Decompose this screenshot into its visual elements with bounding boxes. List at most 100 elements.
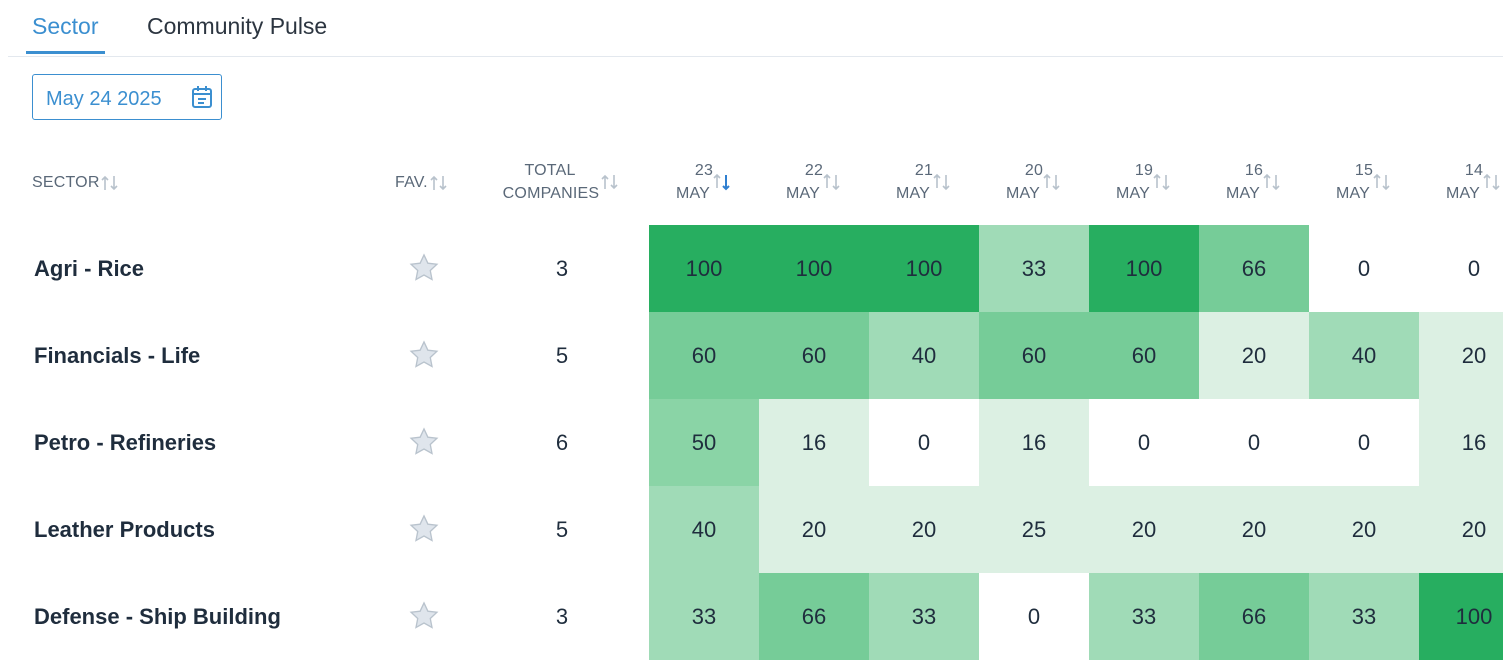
sort-descending-icon[interactable] [712,172,732,194]
column-header-sector-label: SECTOR [32,174,100,191]
heatmap-cell[interactable]: 33 [979,225,1089,312]
calendar-icon [192,86,212,108]
sort-icon[interactable] [599,173,621,191]
table-row[interactable]: Leather Products 5 40 20 20 25 20 20 20 20 [0,486,1503,573]
heatmap-cell[interactable]: 60 [1089,312,1199,399]
heatmap-cell[interactable]: 66 [1199,573,1309,660]
sector-name[interactable]: Financials - Life [34,343,201,368]
column-header-date[interactable]: 15 MAY [1309,159,1419,205]
heatmap-cell[interactable]: 60 [759,312,869,399]
heatmap-cell[interactable]: 0 [979,573,1089,660]
column-header-month: MAY [1335,185,1371,202]
heatmap-cell[interactable]: 20 [869,486,979,573]
favorite-star-icon[interactable] [408,339,440,371]
heatmap-cell[interactable]: 0 [1089,399,1199,486]
column-header-date[interactable]: 21 MAY [869,159,979,205]
column-header-total-line2: COMPANIES [502,185,600,202]
heatmap-cell[interactable]: 33 [869,573,979,660]
column-header-sector[interactable]: SECTOR [32,171,120,194]
heatmap-cell[interactable]: 25 [979,486,1089,573]
sort-icon[interactable] [1372,172,1392,194]
sector-name[interactable]: Petro - Refineries [34,430,217,455]
heatmap-cell[interactable]: 66 [1199,225,1309,312]
date-value: May 24 2025 [46,88,162,110]
heatmap-cell[interactable]: 16 [759,399,869,486]
tab-sector[interactable]: Sector [32,13,99,39]
column-header-day: 23 [694,162,714,179]
favorite-star-icon[interactable] [408,600,440,632]
column-header-date[interactable]: 14 MAY [1419,159,1503,205]
heatmap-cell[interactable]: 20 [1419,486,1503,573]
total-companies-value: 5 [555,343,569,368]
column-header-day: 19 [1134,162,1154,179]
sector-name[interactable]: Leather Products [34,517,215,542]
column-header-month: MAY [1005,185,1041,202]
heatmap-cell[interactable]: 100 [649,225,759,312]
column-header-day: 16 [1244,162,1264,179]
heatmap-cell[interactable]: 20 [759,486,869,573]
total-companies-value: 3 [555,604,569,629]
heatmap-cell[interactable]: 40 [1309,312,1419,399]
heatmap-cell[interactable]: 0 [1419,225,1503,312]
heatmap-cell[interactable]: 0 [1199,399,1309,486]
date-picker[interactable]: May 24 2025 [32,74,222,120]
sort-icon[interactable] [100,174,120,192]
heatmap-cell[interactable]: 0 [869,399,979,486]
heatmap-cell[interactable]: 40 [649,486,759,573]
table-row[interactable]: Petro - Refineries 6 50 16 0 16 0 0 0 16 [0,399,1503,486]
heatmap-cell[interactable]: 16 [1419,399,1503,486]
sort-icon[interactable] [1262,172,1282,194]
heatmap-cell[interactable]: 100 [869,225,979,312]
heatmap-cell[interactable]: 20 [1089,486,1199,573]
table-row[interactable]: Defense - Ship Building 3 33 66 33 0 33 66 33 100 [0,573,1503,660]
heatmap-cell[interactable]: 100 [759,225,869,312]
column-header-month: MAY [1445,185,1481,202]
heatmap-cell[interactable]: 60 [979,312,1089,399]
column-header-day: 22 [804,162,824,179]
heatmap-cell[interactable]: 0 [1309,399,1419,486]
sort-icon[interactable] [1042,172,1062,194]
heatmap-cell[interactable]: 20 [1199,486,1309,573]
sort-icon[interactable] [1152,172,1172,194]
heatmap-cell[interactable]: 60 [649,312,759,399]
heatmap-cell[interactable]: 50 [649,399,759,486]
sort-icon[interactable] [1482,172,1502,194]
heatmap-cell[interactable]: 100 [1419,573,1503,660]
heatmap-cell[interactable]: 33 [1309,573,1419,660]
column-header-date[interactable]: 23 MAY [649,159,759,205]
favorite-star-icon[interactable] [408,513,440,545]
table-row[interactable]: Agri - Rice 3 100 100 100 33 100 66 0 0 [0,225,1503,312]
column-header-total-companies[interactable]: TOTAL COMPANIES [492,159,632,205]
heatmap-cell[interactable]: 33 [649,573,759,660]
sort-icon[interactable] [428,174,450,192]
heatmap-cell[interactable]: 20 [1199,312,1309,399]
heatmap-cell[interactable]: 16 [979,399,1089,486]
column-header-date[interactable]: 19 MAY [1089,159,1199,205]
table-row[interactable]: Financials - Life 5 60 60 40 60 60 20 40 20 [0,312,1503,399]
column-header-date[interactable]: 20 MAY [979,159,1089,205]
heatmap-cell[interactable]: 20 [1419,312,1503,399]
heatmap-cell[interactable]: 40 [869,312,979,399]
column-header-date[interactable]: 16 MAY [1199,159,1309,205]
column-header-month: MAY [785,185,821,202]
column-header-fav[interactable]: FAV. [395,171,450,194]
total-companies-value: 6 [555,430,569,455]
column-header-day: 20 [1024,162,1044,179]
heatmap-cell[interactable]: 0 [1309,225,1419,312]
sector-name[interactable]: Defense - Ship Building [34,604,281,629]
heatmap-cell[interactable]: 33 [1089,573,1199,660]
column-header-date[interactable]: 22 MAY [759,159,869,205]
favorite-star-icon[interactable] [408,426,440,458]
sort-icon[interactable] [822,172,842,194]
column-header-month: MAY [1115,185,1151,202]
column-header-day: 15 [1354,162,1374,179]
column-header-day: 14 [1464,162,1484,179]
heatmap-cell[interactable]: 20 [1309,486,1419,573]
heatmap-cell[interactable]: 100 [1089,225,1199,312]
favorite-star-icon[interactable] [408,252,440,284]
heatmap-cell[interactable]: 66 [759,573,869,660]
sector-name[interactable]: Agri - Rice [34,256,145,281]
tab-community-pulse[interactable]: Community Pulse [147,13,328,39]
column-header-month: MAY [895,185,931,202]
sort-icon[interactable] [932,172,952,194]
